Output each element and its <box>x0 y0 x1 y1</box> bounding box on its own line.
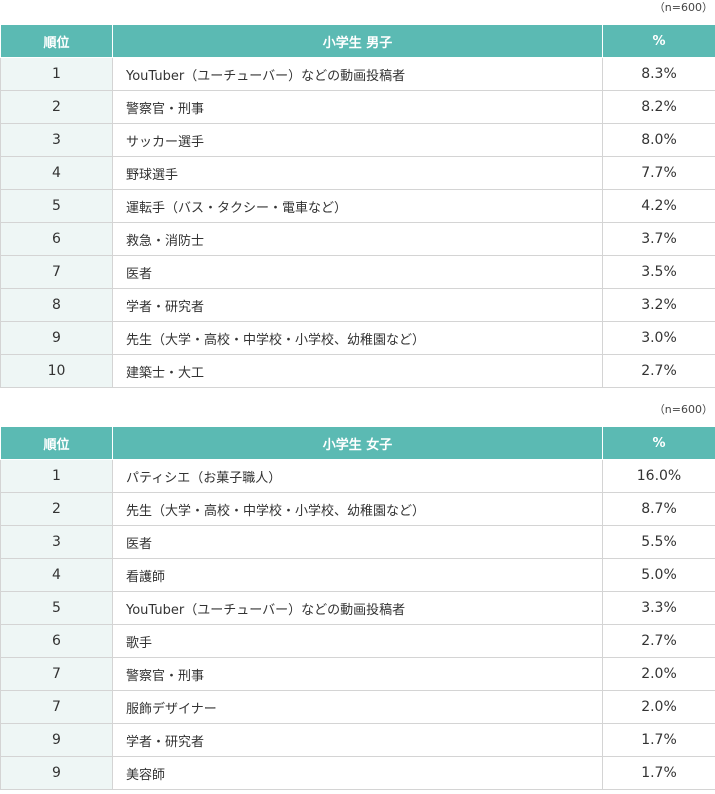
table-row: 7 服飾デザイナー 2.0% <box>0 690 715 724</box>
percent-cell: 2.7% <box>602 624 715 658</box>
percent-cell: 4.2% <box>602 189 715 223</box>
table-row: 5 YouTuber（ユーチューバー）などの動画投稿者 3.3% <box>0 591 715 625</box>
percent-cell: 8.7% <box>602 492 715 526</box>
occupation-cell: 医者 <box>112 525 603 559</box>
table-row: 7 警察官・刑事 2.0% <box>0 657 715 691</box>
occupation-cell: 服飾デザイナー <box>112 690 603 724</box>
occupation-cell: 警察官・刑事 <box>112 90 603 124</box>
occupation-cell: 学者・研究者 <box>112 288 603 322</box>
percent-cell: 3.0% <box>602 321 715 355</box>
rank-cell: 7 <box>0 657 113 691</box>
table-row: 6 歌手 2.7% <box>0 624 715 658</box>
occupation-cell: 看護師 <box>112 558 603 592</box>
occupation-cell: 救急・消防士 <box>112 222 603 256</box>
table-row: 3 サッカー選手 8.0% <box>0 123 715 157</box>
ranking-table-girls: 順位 小学生 女子 % 1 パティシエ（お菓子職人） 16.0% 2 先生（大学・高校・… <box>0 426 715 790</box>
header-percent: % <box>602 24 715 58</box>
sample-size-note: （n=600） <box>653 403 713 416</box>
rank-cell: 2 <box>0 90 113 124</box>
table-row: 6 救急・消防士 3.7% <box>0 222 715 256</box>
table-row: 3 医者 5.5% <box>0 525 715 559</box>
table-row: 4 看護師 5.0% <box>0 558 715 592</box>
percent-cell: 8.0% <box>602 123 715 157</box>
ranking-table-boys: 順位 小学生 男子 % 1 YouTuber（ユーチューバー）などの動画投稿者 8.… <box>0 24 715 388</box>
table-row: 9 学者・研究者 1.7% <box>0 723 715 757</box>
header-category: 小学生 女子 <box>112 426 603 460</box>
percent-cell: 5.5% <box>602 525 715 559</box>
occupation-cell: 美容師 <box>112 756 603 790</box>
occupation-cell: 建築士・大工 <box>112 354 603 388</box>
percent-cell: 8.2% <box>602 90 715 124</box>
occupation-cell: 野球選手 <box>112 156 603 190</box>
table-row: 2 先生（大学・高校・中学校・小学校、幼稚園など） 8.7% <box>0 492 715 526</box>
rank-cell: 6 <box>0 624 113 658</box>
percent-cell: 2.7% <box>602 354 715 388</box>
table-row: 9 美容師 1.7% <box>0 756 715 790</box>
table-row: 5 運転手（バス・タクシー・電車など） 4.2% <box>0 189 715 223</box>
table-row: 9 先生（大学・高校・中学校・小学校、幼稚園など） 3.0% <box>0 321 715 355</box>
percent-cell: 3.3% <box>602 591 715 625</box>
occupation-cell: 先生（大学・高校・中学校・小学校、幼稚園など） <box>112 492 603 526</box>
occupation-cell: YouTuber（ユーチューバー）などの動画投稿者 <box>112 591 603 625</box>
percent-cell: 1.7% <box>602 723 715 757</box>
occupation-cell: 先生（大学・高校・中学校・小学校、幼稚園など） <box>112 321 603 355</box>
rank-cell: 5 <box>0 591 113 625</box>
occupation-cell: YouTuber（ユーチューバー）などの動画投稿者 <box>112 57 603 91</box>
header-category: 小学生 男子 <box>112 24 603 58</box>
rank-cell: 3 <box>0 525 113 559</box>
rank-cell: 1 <box>0 57 113 91</box>
table-row: 10 建築士・大工 2.7% <box>0 354 715 388</box>
rank-cell: 4 <box>0 156 113 190</box>
percent-cell: 3.2% <box>602 288 715 322</box>
rank-cell: 9 <box>0 723 113 757</box>
occupation-cell: 学者・研究者 <box>112 723 603 757</box>
rank-cell: 4 <box>0 558 113 592</box>
occupation-cell: サッカー選手 <box>112 123 603 157</box>
table-row: 1 パティシエ（お菓子職人） 16.0% <box>0 459 715 493</box>
percent-cell: 3.7% <box>602 222 715 256</box>
header-rank: 順位 <box>0 426 113 460</box>
table-row: 7 医者 3.5% <box>0 255 715 289</box>
percent-cell: 7.7% <box>602 156 715 190</box>
rank-cell: 8 <box>0 288 113 322</box>
percent-cell: 8.3% <box>602 57 715 91</box>
occupation-cell: 警察官・刑事 <box>112 657 603 691</box>
occupation-cell: 運転手（バス・タクシー・電車など） <box>112 189 603 223</box>
table-row: 4 野球選手 7.7% <box>0 156 715 190</box>
rank-cell: 7 <box>0 255 113 289</box>
header-rank: 順位 <box>0 24 113 58</box>
table-header-row: 順位 小学生 男子 % <box>0 24 715 58</box>
percent-cell: 5.0% <box>602 558 715 592</box>
table-header-row: 順位 小学生 女子 % <box>0 426 715 460</box>
rank-cell: 6 <box>0 222 113 256</box>
header-percent: % <box>602 426 715 460</box>
table-row: 2 警察官・刑事 8.2% <box>0 90 715 124</box>
occupation-cell: 歌手 <box>112 624 603 658</box>
occupation-cell: パティシエ（お菓子職人） <box>112 459 603 493</box>
rank-cell: 2 <box>0 492 113 526</box>
percent-cell: 2.0% <box>602 690 715 724</box>
rank-cell: 10 <box>0 354 113 388</box>
rank-cell: 3 <box>0 123 113 157</box>
rank-cell: 9 <box>0 321 113 355</box>
rank-cell: 1 <box>0 459 113 493</box>
percent-cell: 2.0% <box>602 657 715 691</box>
rank-cell: 7 <box>0 690 113 724</box>
rank-cell: 5 <box>0 189 113 223</box>
percent-cell: 3.5% <box>602 255 715 289</box>
percent-cell: 1.7% <box>602 756 715 790</box>
rank-cell: 9 <box>0 756 113 790</box>
occupation-cell: 医者 <box>112 255 603 289</box>
table-row: 8 学者・研究者 3.2% <box>0 288 715 322</box>
percent-cell: 16.0% <box>602 459 715 493</box>
sample-size-note: （n=600） <box>653 1 713 14</box>
table-row: 1 YouTuber（ユーチューバー）などの動画投稿者 8.3% <box>0 57 715 91</box>
